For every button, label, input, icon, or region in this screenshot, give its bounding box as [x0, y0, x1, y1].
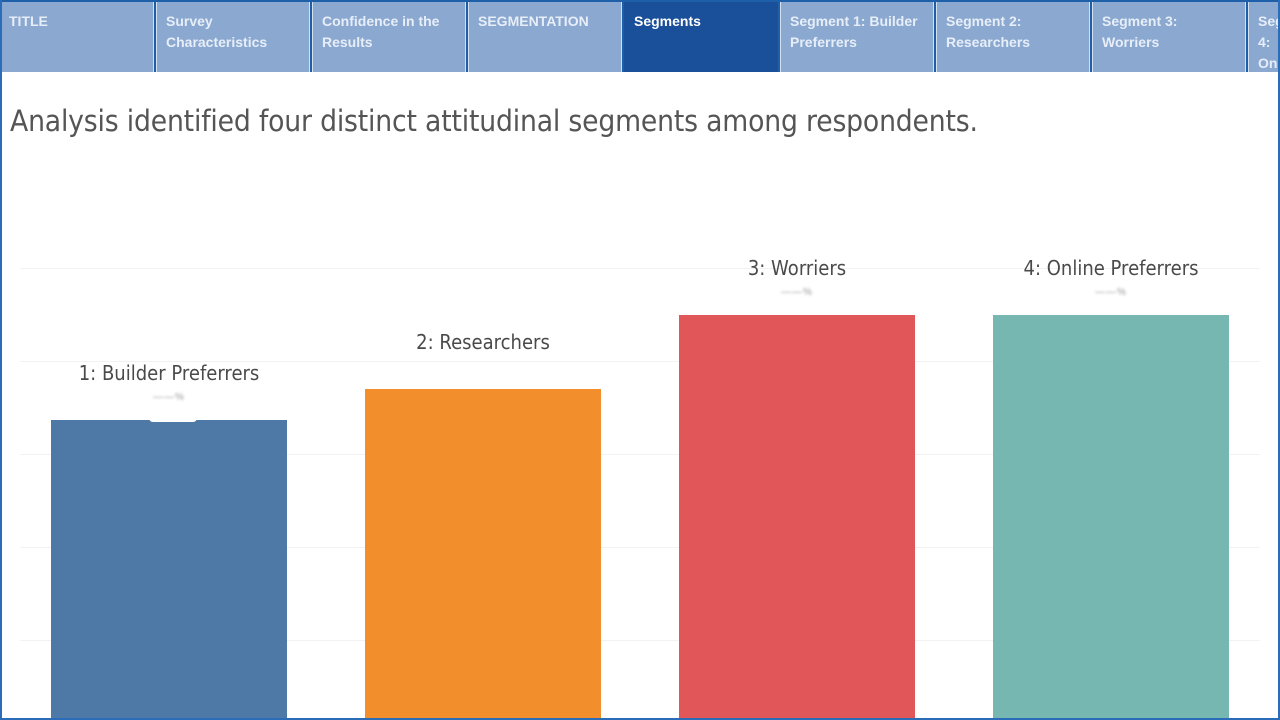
tab-title[interactable]: TITLE	[0, 2, 154, 72]
bar-value-builder-preferrers: ——%	[153, 392, 185, 403]
tab-segment-1-builder-preferrers[interactable]: Segment 1: Builder Preferrers	[780, 2, 934, 72]
bar-fill	[993, 315, 1229, 720]
tab-segments[interactable]: Segments	[624, 2, 778, 72]
tab-segment-4-online-preferrers[interactable]: Segment 4: Online Preferrers	[1248, 2, 1280, 72]
bar-notch	[149, 418, 197, 422]
story-tab-bar: TITLE Survey Characteristics Confidence …	[0, 0, 1280, 72]
tab-survey-characteristics[interactable]: Survey Characteristics	[156, 2, 310, 72]
gridline	[20, 361, 1260, 362]
bar-value-online-preferrers: ——%	[1095, 287, 1127, 298]
tab-segment-3-worriers[interactable]: Segment 3: Worriers	[1092, 2, 1246, 72]
bar-label-online-preferrers: 4: Online Preferrers	[1023, 256, 1199, 280]
gridline	[20, 640, 1260, 641]
bar-worriers[interactable]	[679, 315, 915, 720]
tab-segmentation[interactable]: SEGMENTATION	[468, 2, 622, 72]
segments-bar-chart	[0, 72, 1280, 720]
bar-label-researchers: 2: Researchers	[416, 330, 550, 354]
tab-segment-2-researchers[interactable]: Segment 2: Researchers	[936, 2, 1090, 72]
bar-label-builder-preferrers: 1: Builder Preferrers	[78, 361, 260, 385]
bar-label-worriers: 3: Worriers	[747, 256, 847, 280]
page-headline: Analysis identified four distinct attitu…	[10, 104, 978, 138]
bar-builder-preferrers[interactable]	[51, 418, 287, 720]
gridline	[20, 454, 1260, 455]
bar-online-preferrers[interactable]	[993, 315, 1229, 720]
gridline	[20, 547, 1260, 548]
bar-fill	[51, 420, 287, 720]
gridline	[20, 268, 1260, 269]
bar-value-worriers: ——%	[781, 287, 813, 298]
bar-fill	[365, 389, 601, 720]
bar-researchers[interactable]	[365, 389, 601, 720]
tab-confidence-in-results[interactable]: Confidence in the Results	[312, 2, 466, 72]
bar-fill	[679, 315, 915, 720]
